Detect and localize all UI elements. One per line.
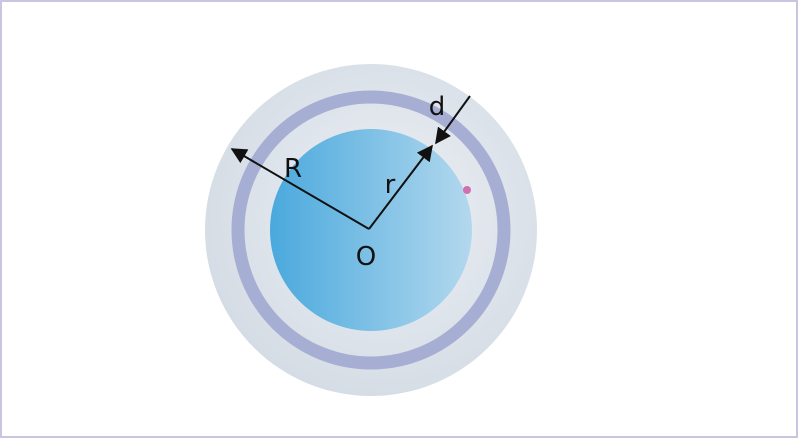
ring	[231, 90, 511, 370]
inner-circle	[270, 129, 472, 331]
label-r: r	[385, 170, 396, 200]
dot	[463, 186, 471, 194]
thickness-arrow	[435, 95, 471, 145]
label-d: d	[429, 92, 446, 122]
label-R: R	[284, 154, 302, 184]
label-O: O	[356, 242, 376, 272]
radius-R-arrow	[230, 148, 370, 230]
radius-r-arrow	[368, 144, 433, 230]
